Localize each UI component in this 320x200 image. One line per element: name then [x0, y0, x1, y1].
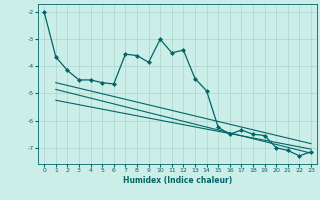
X-axis label: Humidex (Indice chaleur): Humidex (Indice chaleur) — [123, 176, 232, 185]
